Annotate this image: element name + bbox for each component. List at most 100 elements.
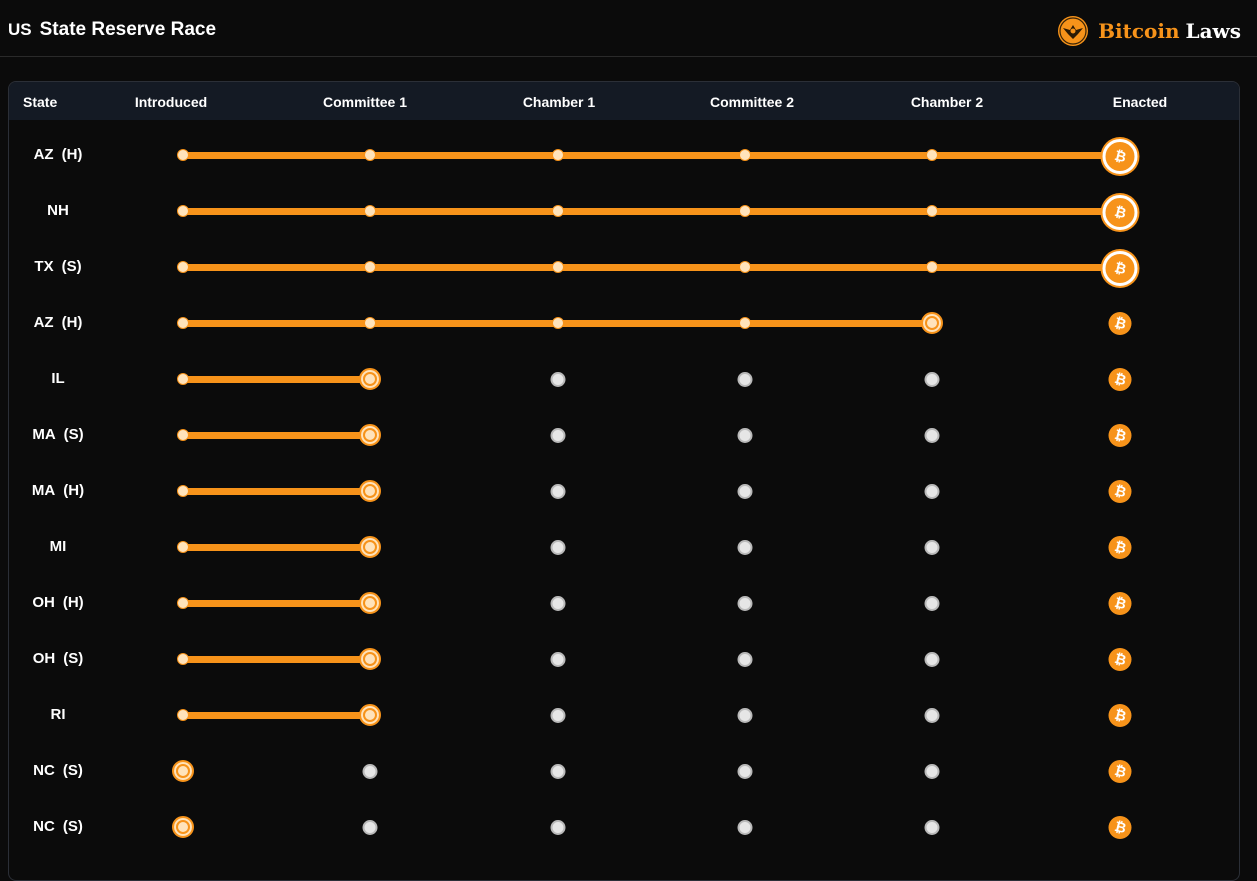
bitcoin-icon[interactable]: ₿ <box>1108 704 1132 727</box>
table-row[interactable]: IL ₿ <box>9 352 1239 408</box>
stage-dot-chamber-1[interactable] <box>552 317 564 329</box>
stage-dot-chamber-2[interactable] <box>924 820 940 835</box>
stage-dot-chamber-1[interactable] <box>552 261 564 273</box>
stage-dot-chamber-1[interactable] <box>550 764 566 779</box>
stage-dot-introduced[interactable] <box>177 373 189 385</box>
stage-dot-committee-2[interactable] <box>737 708 753 723</box>
stage-dot-chamber-2[interactable] <box>924 484 940 499</box>
stage-dot-committee-2[interactable] <box>737 372 753 387</box>
stage-dot-committee-2[interactable] <box>737 540 753 555</box>
stage-dot-chamber-2[interactable] <box>924 652 940 667</box>
stage-dot-committee-2[interactable] <box>737 484 753 499</box>
stage-dot-committee-1[interactable] <box>359 648 381 670</box>
stage-dot-committee-1[interactable] <box>359 368 381 390</box>
stage-dot-committee-1[interactable] <box>362 820 378 835</box>
stage-dot-chamber-1[interactable] <box>550 708 566 723</box>
stage-dot-introduced[interactable] <box>177 541 189 553</box>
bitcoin-icon[interactable]: ₿ <box>1108 536 1132 559</box>
stage-dot-committee-2[interactable] <box>737 820 753 835</box>
bitcoin-icon[interactable]: ₿ <box>1108 592 1132 615</box>
stage-dot-chamber-2[interactable] <box>924 708 940 723</box>
table-row[interactable]: TX (S) ₿ <box>9 240 1239 296</box>
bitcoin-icon[interactable]: ₿ <box>1102 139 1138 174</box>
stage-dot-chamber-2[interactable] <box>924 764 940 779</box>
state-code: AZ <box>33 146 54 163</box>
stage-dot-chamber-1[interactable] <box>550 372 566 387</box>
stage-dot-committee-1[interactable] <box>359 704 381 726</box>
stage-dot-chamber-2[interactable] <box>924 428 940 443</box>
bitcoin-icon[interactable]: ₿ <box>1108 312 1132 335</box>
stage-dot-committee-1[interactable] <box>359 424 381 446</box>
stage-dot-committee-2[interactable] <box>739 317 751 329</box>
stage-dot-committee-2[interactable] <box>737 652 753 667</box>
stage-dot-introduced[interactable] <box>177 429 189 441</box>
state-code: NC <box>33 762 55 779</box>
stage-dot-committee-2[interactable] <box>739 205 751 217</box>
stage-dot-chamber-1[interactable] <box>550 540 566 555</box>
stage-dot-committee-1[interactable] <box>359 480 381 502</box>
bitcoin-icon[interactable]: ₿ <box>1108 368 1132 391</box>
state-label: OH (S) <box>9 650 107 667</box>
stage-dot-committee-1[interactable] <box>362 764 378 779</box>
progress-bar <box>183 712 370 719</box>
stage-dot-committee-2[interactable] <box>739 261 751 273</box>
stage-dot-introduced[interactable] <box>177 653 189 665</box>
state-code: TX <box>34 258 54 275</box>
stage-dot-chamber-2[interactable] <box>926 205 938 217</box>
table-row[interactable]: NH ₿ <box>9 184 1239 240</box>
state-label: OH (H) <box>9 594 107 611</box>
table-row[interactable]: NC (S) ₿ <box>9 744 1239 800</box>
stage-dot-chamber-1[interactable] <box>550 820 566 835</box>
stage-dot-chamber-2[interactable] <box>926 149 938 161</box>
stage-dot-committee-1[interactable] <box>364 261 376 273</box>
stage-dot-chamber-2[interactable] <box>924 540 940 555</box>
stage-dot-committee-2[interactable] <box>739 149 751 161</box>
table-row[interactable]: NC (S) ₿ <box>9 800 1239 856</box>
bitcoin-icon[interactable]: ₿ <box>1102 195 1138 230</box>
stage-dot-introduced[interactable] <box>177 261 189 273</box>
stage-dot-introduced[interactable] <box>177 709 189 721</box>
bitcoin-icon[interactable]: ₿ <box>1108 424 1132 447</box>
stage-dot-committee-1[interactable] <box>359 536 381 558</box>
stage-dot-chamber-1[interactable] <box>550 652 566 667</box>
stage-dot-chamber-1[interactable] <box>550 428 566 443</box>
bitcoin-icon[interactable]: ₿ <box>1108 760 1132 783</box>
table-row[interactable]: OH (H) ₿ <box>9 576 1239 632</box>
table-row[interactable]: MI ₿ <box>9 520 1239 576</box>
stage-dot-introduced[interactable] <box>177 205 189 217</box>
stage-dot-chamber-2[interactable] <box>924 596 940 611</box>
bitcoin-icon[interactable]: ₿ <box>1108 648 1132 671</box>
table-row[interactable]: AZ (H) ₿ <box>9 296 1239 352</box>
stage-dot-chamber-2[interactable] <box>924 372 940 387</box>
chamber-code: (H) <box>61 314 83 331</box>
stage-dot-committee-1[interactable] <box>364 317 376 329</box>
stage-dot-introduced[interactable] <box>172 816 194 838</box>
stage-dot-committee-2[interactable] <box>737 428 753 443</box>
stage-dot-committee-2[interactable] <box>737 596 753 611</box>
stage-dot-chamber-1[interactable] <box>550 596 566 611</box>
stage-dot-chamber-2[interactable] <box>921 312 943 334</box>
table-row[interactable]: OH (S) ₿ <box>9 632 1239 688</box>
state-code: NH <box>47 202 69 219</box>
brand-logo[interactable]: Bitcoin Laws <box>1058 16 1241 46</box>
bitcoin-icon[interactable]: ₿ <box>1108 480 1132 503</box>
stage-dot-committee-1[interactable] <box>364 149 376 161</box>
stage-dot-committee-2[interactable] <box>737 764 753 779</box>
stage-dot-chamber-2[interactable] <box>926 261 938 273</box>
stage-dot-introduced[interactable] <box>172 760 194 782</box>
bitcoin-icon[interactable]: ₿ <box>1102 251 1138 286</box>
stage-dot-introduced[interactable] <box>177 597 189 609</box>
bitcoin-icon[interactable]: ₿ <box>1108 816 1132 839</box>
table-row[interactable]: MA (H) ₿ <box>9 464 1239 520</box>
table-row[interactable]: AZ (H) ₿ <box>9 128 1239 184</box>
stage-dot-chamber-1[interactable] <box>552 149 564 161</box>
stage-dot-chamber-1[interactable] <box>550 484 566 499</box>
table-row[interactable]: MA (S) ₿ <box>9 408 1239 464</box>
table-row[interactable]: RI ₿ <box>9 688 1239 744</box>
stage-dot-committee-1[interactable] <box>364 205 376 217</box>
stage-dot-chamber-1[interactable] <box>552 205 564 217</box>
stage-dot-introduced[interactable] <box>177 485 189 497</box>
stage-dot-introduced[interactable] <box>177 149 189 161</box>
stage-dot-introduced[interactable] <box>177 317 189 329</box>
stage-dot-committee-1[interactable] <box>359 592 381 614</box>
